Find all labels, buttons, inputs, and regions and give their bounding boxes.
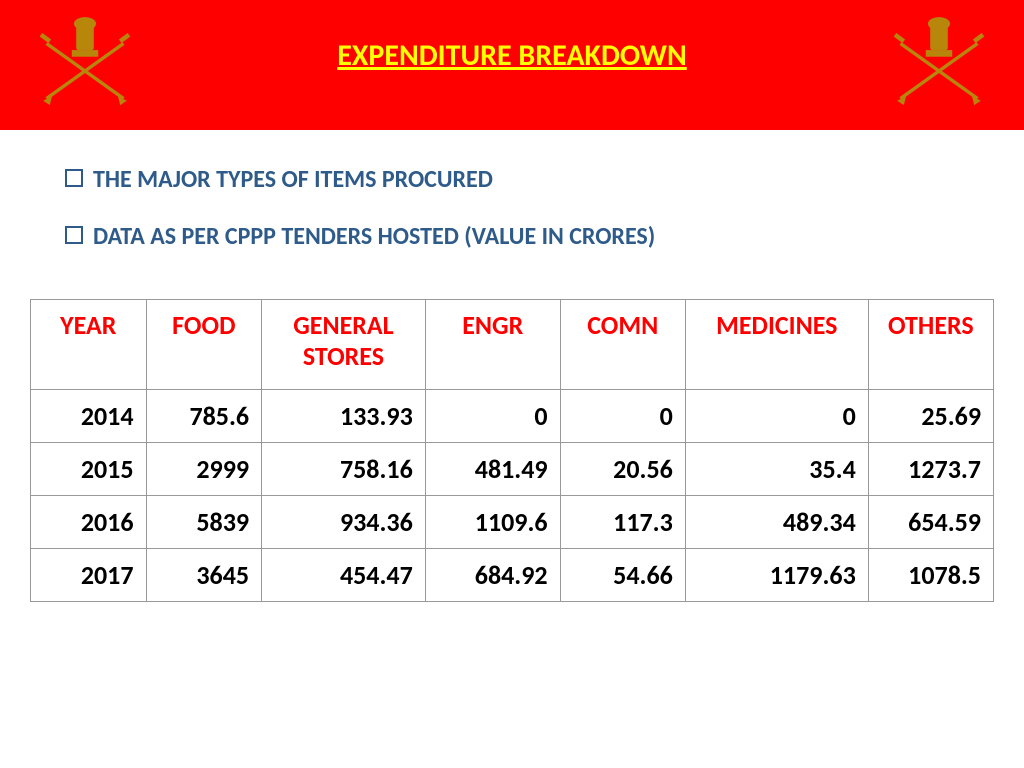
table-body: 2014 785.6 133.93 0 0 0 25.69 2015 2999 …: [31, 390, 994, 602]
table-row: 2017 3645 454.47 684.92 54.66 1179.63 10…: [31, 549, 994, 602]
cell: 0: [425, 390, 560, 443]
bullet-marker-icon: [65, 226, 83, 244]
cell: 1273.7: [868, 443, 993, 496]
col-header-year: YEAR: [31, 300, 147, 390]
cell: 3645: [146, 549, 262, 602]
col-header-food: FOOD: [146, 300, 262, 390]
table-row: 2016 5839 934.36 1109.6 117.3 489.34 654…: [31, 496, 994, 549]
cell: 2016: [31, 496, 147, 549]
cell: 1109.6: [425, 496, 560, 549]
cell: 454.47: [262, 549, 426, 602]
cell: 758.16: [262, 443, 426, 496]
col-header-general-stores: GENERAL STORES: [262, 300, 426, 390]
expenditure-table: YEAR FOOD GENERAL STORES ENGR COMN MEDIC…: [30, 299, 994, 602]
cell: 54.66: [560, 549, 685, 602]
cell: 5839: [146, 496, 262, 549]
table-header-row: YEAR FOOD GENERAL STORES ENGR COMN MEDIC…: [31, 300, 994, 390]
army-emblem-icon: [30, 8, 140, 123]
cell: 481.49: [425, 443, 560, 496]
cell: 2015: [31, 443, 147, 496]
col-header-engr: ENGR: [425, 300, 560, 390]
cell: 654.59: [868, 496, 993, 549]
cell: 785.6: [146, 390, 262, 443]
army-emblem-icon: [884, 8, 994, 123]
col-header-others: OTHERS: [868, 300, 993, 390]
cell: 489.34: [685, 496, 868, 549]
cell: 20.56: [560, 443, 685, 496]
col-header-comn: COMN: [560, 300, 685, 390]
cell: 35.4: [685, 443, 868, 496]
table-row: 2015 2999 758.16 481.49 20.56 35.4 1273.…: [31, 443, 994, 496]
bullet-text: DATA AS PER CPPP TENDERS HOSTED (VALUE I…: [93, 222, 655, 251]
content-area: THE MAJOR TYPES OF ITEMS PROCURED DATA A…: [0, 130, 1024, 251]
cell: 117.3: [560, 496, 685, 549]
page-title: EXPENDITURE BREAKDOWN: [140, 37, 884, 74]
cell: 133.93: [262, 390, 426, 443]
emblem-left: [30, 8, 140, 123]
slide-header: EXPENDITURE BREAKDOWN: [0, 0, 1024, 130]
bullet-item: DATA AS PER CPPP TENDERS HOSTED (VALUE I…: [65, 222, 959, 251]
cell: 2017: [31, 549, 147, 602]
cell: 0: [685, 390, 868, 443]
table-row: 2014 785.6 133.93 0 0 0 25.69: [31, 390, 994, 443]
cell: 934.36: [262, 496, 426, 549]
cell: 2999: [146, 443, 262, 496]
bullet-marker-icon: [65, 169, 83, 187]
bullet-text: THE MAJOR TYPES OF ITEMS PROCURED: [93, 165, 493, 194]
emblem-right: [884, 8, 994, 123]
cell: 684.92: [425, 549, 560, 602]
cell: 1078.5: [868, 549, 993, 602]
table-container: YEAR FOOD GENERAL STORES ENGR COMN MEDIC…: [0, 279, 1024, 602]
cell: 25.69: [868, 390, 993, 443]
cell: 1179.63: [685, 549, 868, 602]
cell: 2014: [31, 390, 147, 443]
cell: 0: [560, 390, 685, 443]
bullet-item: THE MAJOR TYPES OF ITEMS PROCURED: [65, 165, 959, 194]
col-header-medicines: MEDICINES: [685, 300, 868, 390]
